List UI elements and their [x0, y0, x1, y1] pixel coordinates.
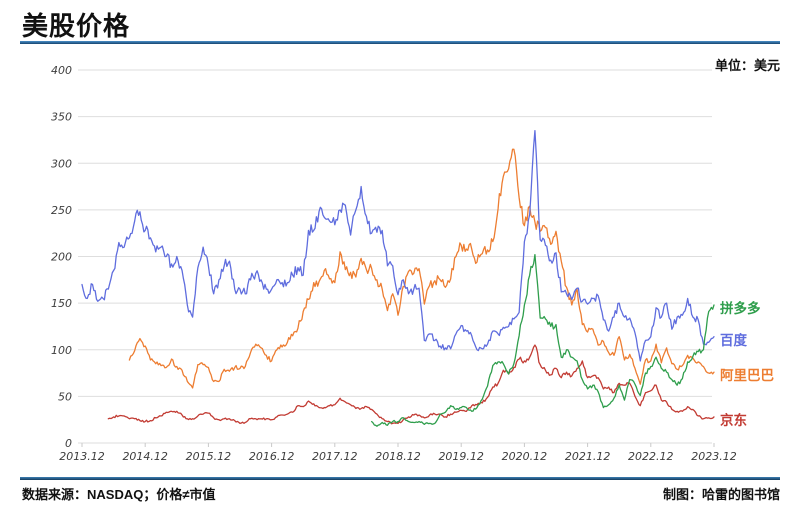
x-tick-label: 2014.12: [122, 450, 168, 463]
x-tick-label: 2016.12: [249, 450, 295, 463]
legend-pinduoduo: 拼多多: [720, 300, 761, 316]
data-source-note: 数据来源：NASDAQ；价格≠市值: [22, 487, 216, 502]
y-tick-label: 350: [51, 111, 72, 124]
x-tick-label: 2013.12: [59, 450, 105, 463]
x-tick-label: 2020.12: [502, 450, 548, 463]
x-tick-label: 2019.12: [438, 450, 484, 463]
series-line-0: [371, 253, 715, 427]
page-title: 美股价格: [22, 11, 131, 41]
legend-jd: 京东: [720, 412, 747, 428]
footer-divider: [20, 477, 780, 480]
y-tick-label: 50: [58, 390, 72, 403]
x-tick-label: 2015.12: [186, 450, 232, 463]
y-tick-label: 150: [51, 297, 72, 310]
y-tick-label: 0: [65, 437, 72, 450]
y-tick-label: 300: [51, 157, 72, 170]
legend-baidu: 百度: [720, 332, 747, 348]
series-line-2: [128, 148, 715, 389]
gridlines: 0 50 100 150 200 250 300 350 400: [51, 64, 712, 450]
x-tick-label: 2022.12: [628, 450, 674, 463]
y-tick-label: 400: [51, 64, 72, 77]
y-tick-label: 250: [51, 204, 72, 217]
y-tick-label: 200: [51, 251, 72, 264]
y-tick-label: 100: [51, 344, 72, 357]
x-tick-label: 2017.12: [312, 450, 358, 463]
legend-alibaba: 阿里巴巴: [720, 368, 774, 384]
x-tick-label: 2021.12: [565, 450, 611, 463]
x-tick-label: 2023.12: [691, 450, 737, 463]
x-axis: 2013.12 2014.12 2015.12 2016.12 2017.12 2018.…: [59, 443, 737, 463]
chart-credit: 制图：哈雷的图书馆: [662, 487, 780, 502]
series-line-1: [81, 129, 715, 362]
x-tick-label: 2018.12: [375, 450, 421, 463]
unit-label: 单位：美元: [714, 58, 780, 73]
title-divider: [20, 41, 780, 44]
series-line-3: [107, 344, 715, 425]
